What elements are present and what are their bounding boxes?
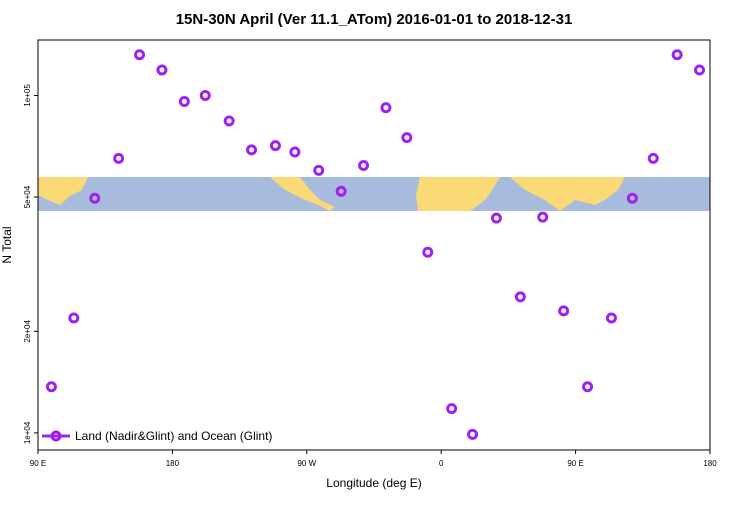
legend: Land (Nadir&Glint) and Ocean (Glint) <box>42 429 272 443</box>
y-tick-label: 1e+04 <box>23 421 32 444</box>
y-tick-label: 5e+04 <box>23 185 32 208</box>
data-point <box>490 212 502 224</box>
data-point <box>199 89 211 101</box>
y-tick-label: 1e+05 <box>23 84 32 107</box>
data-point <box>558 305 570 317</box>
data-point <box>246 144 258 156</box>
data-point <box>68 312 80 324</box>
data-point <box>156 64 168 76</box>
data-point <box>626 192 638 204</box>
data-point <box>671 49 683 61</box>
data-point <box>113 152 125 164</box>
legend-label: Land (Nadir&Glint) and Ocean (Glint) <box>75 429 272 443</box>
data-point <box>647 152 659 164</box>
data-point <box>694 64 706 76</box>
data-point <box>223 115 235 127</box>
data-point <box>422 246 434 258</box>
y-axis-label: N Total <box>0 226 14 263</box>
data-point <box>446 403 458 415</box>
data-point <box>134 49 146 61</box>
x-axis-label: Longitude (deg E) <box>326 476 421 490</box>
x-tick-label: 90 E <box>567 459 583 468</box>
data-point <box>45 381 57 393</box>
land <box>510 177 625 211</box>
map-band <box>38 177 710 211</box>
legend-marker <box>50 430 62 442</box>
data-point <box>605 312 617 324</box>
data-point <box>537 211 549 223</box>
x-tick-label: 90 E <box>30 459 46 468</box>
data-point <box>514 291 526 303</box>
data-point <box>335 185 347 197</box>
x-tick-label: 90 W <box>297 459 316 468</box>
y-tick-label: 2e+04 <box>23 320 32 343</box>
data-point <box>178 95 190 107</box>
data-point <box>467 428 479 440</box>
land <box>270 177 335 211</box>
x-tick-label: 0 <box>439 459 444 468</box>
data-point <box>358 160 370 172</box>
data-point <box>313 164 325 176</box>
data-point <box>582 381 594 393</box>
data-point <box>269 140 281 152</box>
data-point <box>89 192 101 204</box>
plot-frame <box>37 39 711 451</box>
land <box>416 177 500 211</box>
data-point <box>289 146 301 158</box>
data-point <box>401 132 413 144</box>
x-tick-label: 180 <box>703 459 717 468</box>
land <box>38 177 88 205</box>
x-tick-label: 180 <box>166 459 180 468</box>
chart-title: 15N-30N April (Ver 11.1_ATom) 2016-01-01… <box>176 11 573 28</box>
data-point <box>380 102 392 114</box>
